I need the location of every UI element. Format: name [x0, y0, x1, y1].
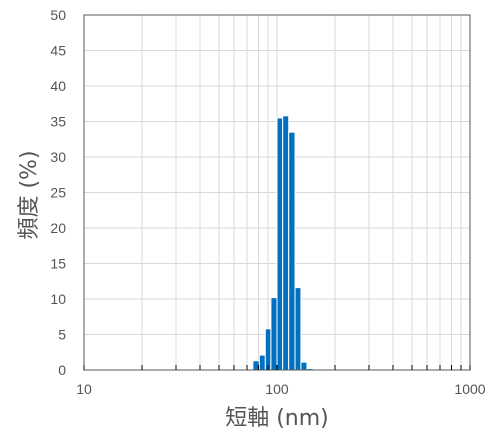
histogram-bar [294, 287, 302, 371]
histogram-bar [270, 297, 278, 371]
histogram-bar [276, 117, 284, 371]
histogram-bar [264, 328, 272, 371]
y-tick-label: 0 [58, 362, 66, 378]
histogram-bar [258, 354, 266, 371]
x-axis-title: 短軸 (nm) [225, 406, 329, 431]
y-tick-label: 50 [50, 7, 66, 23]
y-axis-title: 頻度 (%) [17, 150, 42, 239]
x-tick-label: 100 [265, 381, 289, 397]
tick-labels: 0 5 10 15 20 25 30 35 40 45 50 10 100 1000 [50, 7, 485, 397]
y-tick-label: 40 [50, 78, 66, 94]
y-tick-label: 25 [50, 185, 66, 201]
y-tick-label: 10 [50, 291, 66, 307]
histogram-bar [300, 361, 308, 371]
axes [83, 14, 471, 371]
x-tick-label: 1000 [454, 381, 485, 397]
bars [246, 115, 314, 371]
y-tick-label: 15 [50, 256, 66, 272]
x-tick-label: 10 [76, 381, 92, 397]
y-tick-label: 5 [58, 327, 66, 343]
y-tick-label: 20 [50, 220, 66, 236]
histogram-bar [288, 131, 296, 371]
histogram-bar [282, 115, 290, 371]
y-tick-label: 30 [50, 149, 66, 165]
y-tick-label: 45 [50, 43, 66, 59]
y-tick-label: 35 [50, 114, 66, 130]
